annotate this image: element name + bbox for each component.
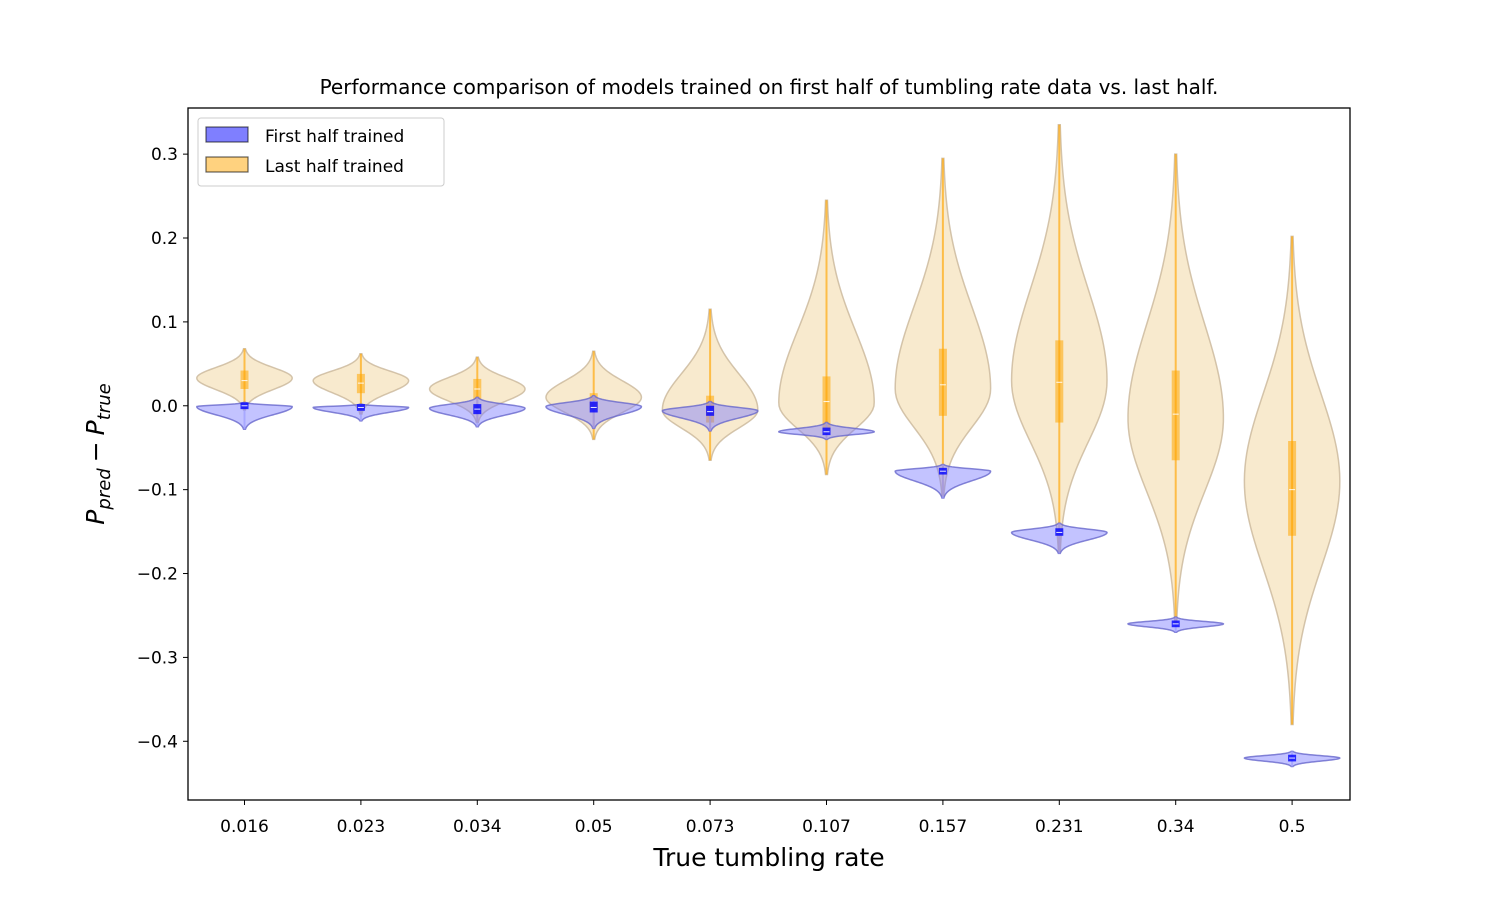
x-axis: 0.016 0.023 0.034 0.05 0.073 0.107 0.157 0.231 0… [220, 800, 1306, 837]
x-tick-label: 0.05 [575, 817, 613, 837]
legend: First half trained Last half trained [197, 117, 445, 187]
x-tick-label: 0.231 [1035, 817, 1084, 837]
legend-box [197, 117, 445, 187]
iqr-box-first [706, 405, 715, 416]
x-tick-label: 0.023 [337, 817, 386, 837]
y-tick-label: −0.4 [137, 732, 178, 752]
y-tick-label: 0.2 [151, 229, 178, 249]
y-axis: −0.4 −0.3 −0.2 −0.1 0.0 0.1 0.2 0.3 [137, 145, 188, 752]
x-tick-label: 0.016 [220, 817, 269, 837]
iqr-box-last [822, 376, 831, 430]
iqr-box-last [938, 348, 947, 416]
legend-swatch-first [205, 126, 249, 143]
legend-label-first: First half trained [265, 127, 404, 147]
x-tick-label: 0.5 [1279, 817, 1306, 837]
y-tick-label: 0.0 [151, 397, 178, 417]
chart-title: Performance comparison of models trained… [320, 75, 1219, 99]
x-tick-label: 0.073 [686, 817, 735, 837]
y-tick-label: 0.1 [151, 313, 178, 333]
y-tick-label: 0.3 [151, 145, 178, 165]
x-tick-label: 0.34 [1157, 817, 1195, 837]
x-tick-label: 0.157 [919, 817, 968, 837]
legend-swatch-last [205, 156, 249, 173]
x-tick-label: 0.107 [802, 817, 851, 837]
plot-frame [187, 107, 1351, 801]
iqr-box-last [1288, 440, 1297, 536]
legend-label-last: Last half trained [265, 157, 404, 177]
iqr-box-last [1055, 340, 1064, 423]
iqr-box-last [240, 370, 249, 389]
y-tick-label: −0.1 [137, 481, 178, 501]
violin-layer [196, 124, 1341, 768]
x-tick-label: 0.034 [453, 817, 502, 837]
y-axis-label: Ppred−Ptrue [81, 383, 115, 524]
y-tick-label: −0.3 [137, 648, 178, 668]
x-axis-label: True tumbling rate [652, 843, 884, 872]
y-tick-label: −0.2 [137, 565, 178, 585]
iqr-box-last [1171, 370, 1180, 461]
